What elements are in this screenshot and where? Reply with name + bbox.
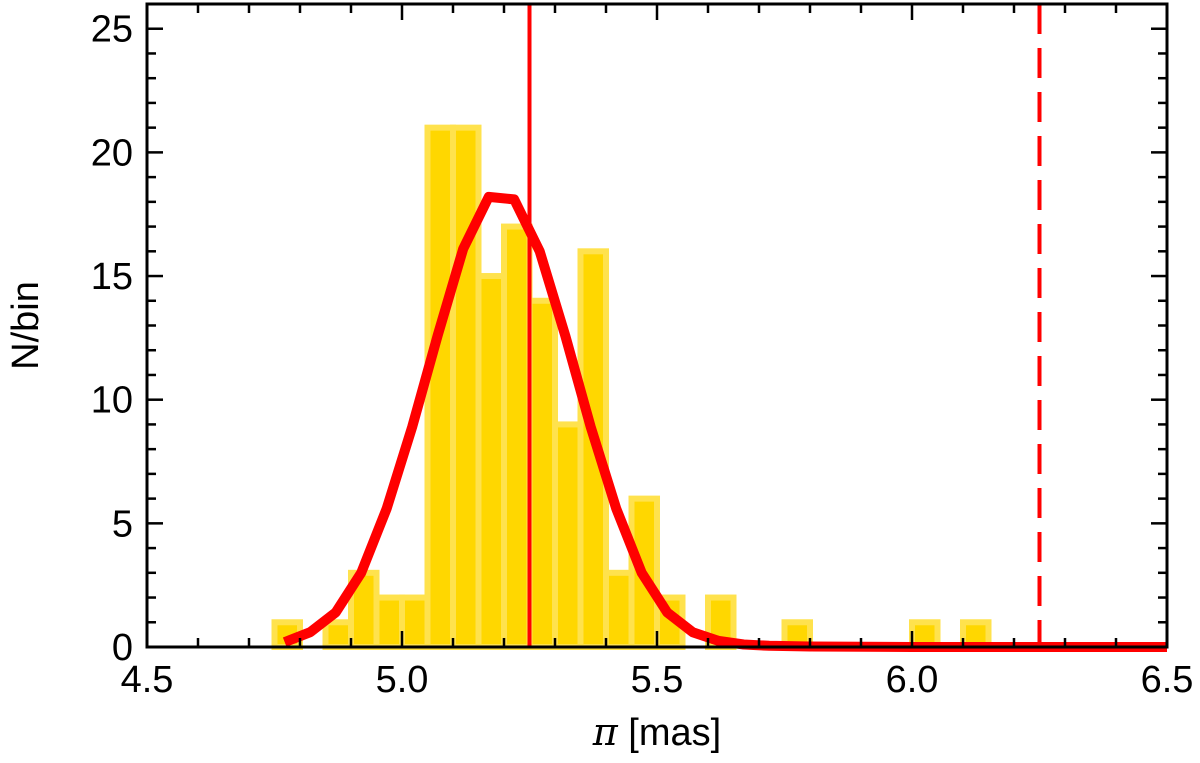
x-axis-unit: [mas] xyxy=(618,712,721,754)
histogram-bar xyxy=(501,223,533,650)
histogram-bar xyxy=(603,569,635,650)
x-tick-label: 6.5 xyxy=(1141,659,1194,701)
x-tick-label: 6.0 xyxy=(886,659,939,701)
histogram-bar xyxy=(373,594,405,650)
histogram-bar xyxy=(424,124,456,650)
histogram-bar xyxy=(475,273,507,650)
histogram-bars xyxy=(271,124,992,651)
y-tick-label: 5 xyxy=(112,503,133,545)
histogram-bar xyxy=(526,297,558,650)
x-tick-labels: 4.5 5.0 5.5 6.0 6.5 xyxy=(121,659,1194,701)
histogram-bar xyxy=(399,594,431,650)
histogram-bar xyxy=(450,124,482,650)
y-tick-label: 20 xyxy=(91,132,133,174)
y-tick-label: 0 xyxy=(112,627,133,669)
y-tick-labels: 0 5 10 15 20 25 xyxy=(91,9,133,669)
axis-ticks xyxy=(145,2,1169,649)
x-axis-label: π [mas] xyxy=(592,710,721,754)
histogram-bar xyxy=(552,421,584,650)
x-tick-label: 5.5 xyxy=(631,659,684,701)
vertical-lines-layer xyxy=(527,4,1042,647)
fit-curve-layer xyxy=(282,191,1167,652)
y-axis-label: N/bin xyxy=(5,281,47,370)
y-tick-label: 10 xyxy=(91,380,133,422)
histogram-bar xyxy=(322,619,354,650)
x-tick-label: 5.0 xyxy=(376,659,429,701)
y-tick-label: 25 xyxy=(91,9,133,51)
x-axis-symbol: π xyxy=(592,710,619,754)
fit-curve xyxy=(282,191,1167,652)
y-tick-label: 15 xyxy=(91,256,133,298)
x-tick-label: 4.5 xyxy=(121,659,174,701)
